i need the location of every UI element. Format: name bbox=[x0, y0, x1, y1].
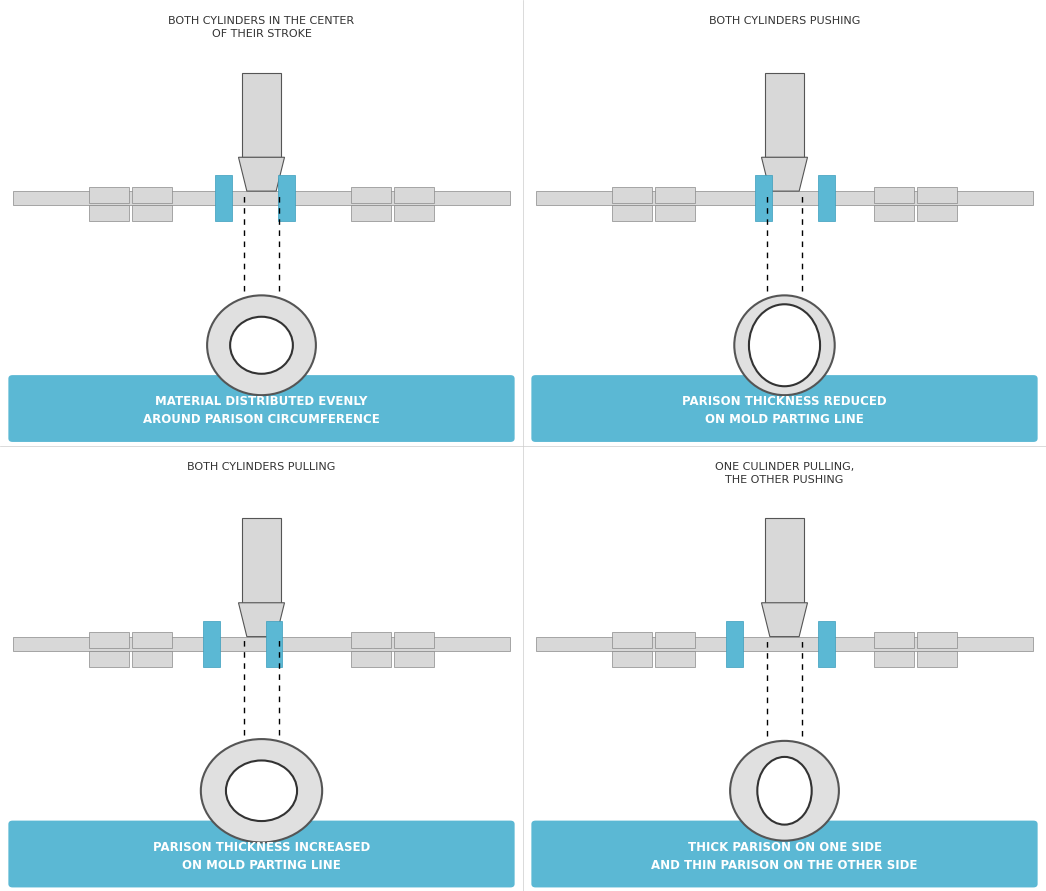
Bar bbox=[351, 633, 391, 649]
Bar bbox=[916, 650, 957, 666]
Bar bbox=[655, 187, 696, 203]
Bar bbox=[536, 192, 1033, 206]
Bar bbox=[726, 621, 743, 666]
Ellipse shape bbox=[757, 757, 812, 825]
Bar bbox=[755, 176, 772, 222]
Bar bbox=[266, 621, 282, 666]
Bar bbox=[132, 206, 172, 222]
Bar bbox=[203, 621, 220, 666]
Bar bbox=[278, 176, 295, 222]
Text: BOTH CYLINDERS PULLING: BOTH CYLINDERS PULLING bbox=[187, 462, 336, 471]
Bar bbox=[818, 176, 835, 222]
Polygon shape bbox=[238, 157, 285, 192]
Bar bbox=[655, 206, 696, 222]
Bar bbox=[536, 637, 1033, 650]
FancyBboxPatch shape bbox=[8, 821, 515, 887]
Bar bbox=[89, 187, 129, 203]
Ellipse shape bbox=[201, 740, 322, 843]
Bar bbox=[215, 176, 232, 222]
Bar bbox=[13, 192, 510, 206]
Bar bbox=[916, 187, 957, 203]
Text: BOTH CYLINDERS PUSHING: BOTH CYLINDERS PUSHING bbox=[709, 16, 860, 26]
Bar bbox=[873, 206, 914, 222]
Bar bbox=[818, 621, 835, 666]
Bar bbox=[613, 206, 653, 222]
Bar bbox=[89, 650, 129, 666]
Bar bbox=[13, 637, 510, 650]
Bar bbox=[873, 187, 914, 203]
Text: ONE CULINDER PULLING,
THE OTHER PUSHING: ONE CULINDER PULLING, THE OTHER PUSHING bbox=[714, 462, 855, 485]
Bar bbox=[873, 633, 914, 649]
Bar bbox=[132, 187, 172, 203]
Bar bbox=[765, 519, 804, 603]
Polygon shape bbox=[238, 603, 285, 636]
Bar bbox=[613, 633, 653, 649]
Bar bbox=[89, 206, 129, 222]
Bar bbox=[393, 633, 433, 649]
Bar bbox=[89, 633, 129, 649]
Bar bbox=[916, 206, 957, 222]
Bar bbox=[655, 633, 696, 649]
Bar bbox=[873, 650, 914, 666]
Ellipse shape bbox=[734, 296, 835, 396]
Ellipse shape bbox=[230, 317, 293, 374]
Ellipse shape bbox=[226, 760, 297, 822]
Text: PARISON THICKNESS REDUCED
ON MOLD PARTING LINE: PARISON THICKNESS REDUCED ON MOLD PARTIN… bbox=[682, 396, 887, 426]
FancyBboxPatch shape bbox=[8, 375, 515, 442]
Bar bbox=[351, 187, 391, 203]
Bar bbox=[765, 73, 804, 157]
Ellipse shape bbox=[207, 296, 316, 396]
Text: MATERIAL DISTRIBUTED EVENLY
AROUND PARISON CIRCUMFERENCE: MATERIAL DISTRIBUTED EVENLY AROUND PARIS… bbox=[143, 396, 380, 426]
Text: BOTH CYLINDERS IN THE CENTER
OF THEIR STROKE: BOTH CYLINDERS IN THE CENTER OF THEIR ST… bbox=[168, 16, 355, 39]
Bar bbox=[132, 650, 172, 666]
FancyBboxPatch shape bbox=[531, 375, 1038, 442]
Bar bbox=[242, 519, 281, 603]
Ellipse shape bbox=[730, 741, 839, 841]
Bar bbox=[393, 650, 433, 666]
Bar bbox=[393, 206, 433, 222]
Bar bbox=[132, 633, 172, 649]
Bar bbox=[655, 650, 696, 666]
Bar bbox=[351, 206, 391, 222]
Text: PARISON THICKNESS INCREASED
ON MOLD PARTING LINE: PARISON THICKNESS INCREASED ON MOLD PART… bbox=[153, 841, 370, 871]
Bar bbox=[613, 650, 653, 666]
Bar bbox=[916, 633, 957, 649]
Bar bbox=[613, 187, 653, 203]
Bar bbox=[242, 73, 281, 157]
Polygon shape bbox=[761, 157, 808, 192]
FancyBboxPatch shape bbox=[531, 821, 1038, 887]
Bar bbox=[351, 650, 391, 666]
Text: THICK PARISON ON ONE SIDE
AND THIN PARISON ON THE OTHER SIDE: THICK PARISON ON ONE SIDE AND THIN PARIS… bbox=[652, 841, 917, 871]
Ellipse shape bbox=[749, 305, 820, 387]
Bar bbox=[393, 187, 433, 203]
Polygon shape bbox=[761, 603, 808, 636]
